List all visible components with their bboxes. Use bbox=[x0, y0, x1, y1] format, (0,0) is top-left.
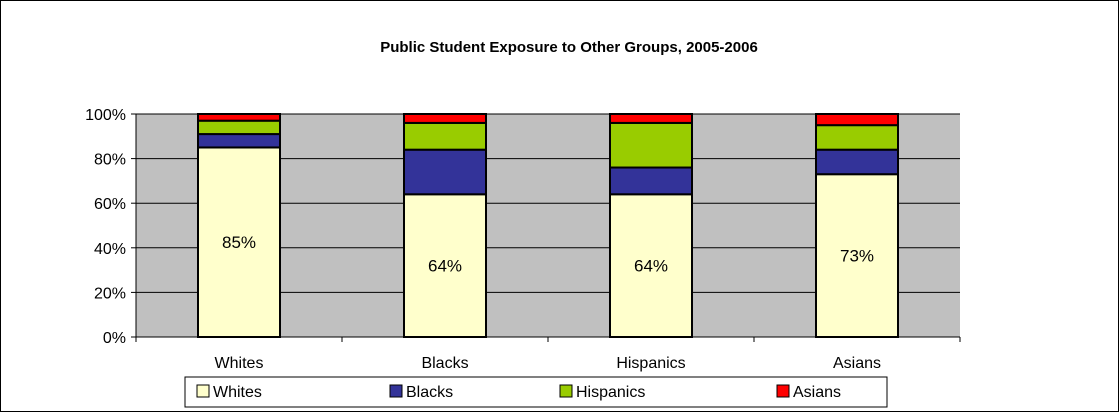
bar-segment-hispanics bbox=[609, 121, 693, 169]
legend-swatch-blacks bbox=[389, 384, 403, 398]
x-tick-label: Whites bbox=[215, 355, 264, 372]
bar-segment-blacks bbox=[403, 148, 487, 196]
bar-segment-hispanics bbox=[403, 121, 487, 151]
bar-segment-hispanics bbox=[815, 124, 899, 151]
y-tick-label: 100% bbox=[85, 107, 126, 124]
chart-title: Public Student Exposure to Other Groups,… bbox=[380, 39, 758, 56]
legend-swatch-asians bbox=[776, 384, 790, 398]
y-tick-label: 20% bbox=[94, 285, 126, 302]
bar-segment-hispanics bbox=[197, 119, 281, 136]
legend-box bbox=[184, 376, 888, 408]
bar-segment-asians bbox=[815, 113, 899, 127]
x-tick-label: Hispanics bbox=[616, 355, 685, 372]
bar-segment-asians bbox=[609, 113, 693, 124]
data-label: 64% bbox=[428, 257, 462, 276]
y-tick-label: 0% bbox=[103, 330, 126, 347]
bar-segment-asians bbox=[197, 113, 281, 122]
bar-segment-whites bbox=[815, 173, 899, 338]
bar-segment-blacks bbox=[197, 133, 281, 149]
bar-segment-blacks bbox=[609, 166, 693, 196]
data-label: 85% bbox=[222, 233, 256, 252]
bar-segment-whites bbox=[197, 146, 281, 338]
bar-segment-blacks bbox=[815, 148, 899, 176]
legend: Whites Blacks Hispanics Asians bbox=[184, 376, 888, 408]
x-tick-label: Asians bbox=[833, 355, 881, 372]
legend-swatch-hispanics bbox=[559, 384, 573, 398]
legend-label-whites: Whites bbox=[213, 384, 262, 401]
legend-label-asians: Asians bbox=[793, 384, 841, 401]
plot-area: 0% 20% 40% 60% 80% 100% 85% Whites 64% Blacks 64% H… bbox=[85, 107, 961, 372]
bar-segment-asians bbox=[403, 113, 487, 124]
legend-swatch-whites bbox=[196, 384, 210, 398]
x-tick-label: Blacks bbox=[421, 355, 468, 372]
legend-label-blacks: Blacks bbox=[406, 384, 453, 401]
y-tick-label: 60% bbox=[94, 196, 126, 213]
data-label: 73% bbox=[840, 247, 874, 266]
y-tick-label: 40% bbox=[94, 241, 126, 258]
data-label: 64% bbox=[634, 257, 668, 276]
legend-label-hispanics: Hispanics bbox=[576, 384, 645, 401]
y-tick-label: 80% bbox=[94, 152, 126, 169]
